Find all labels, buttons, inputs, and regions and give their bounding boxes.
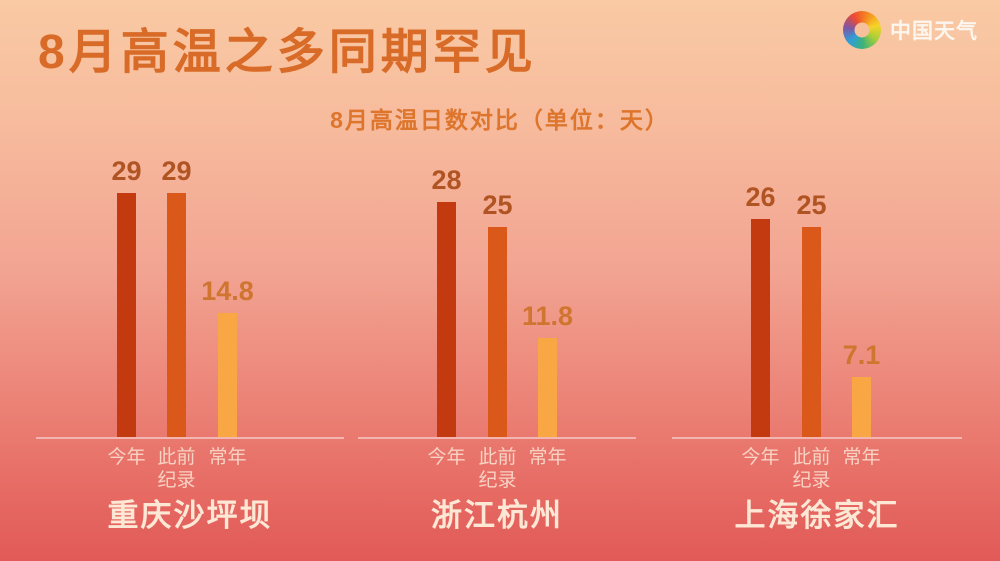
series-label: 常年	[528, 447, 567, 468]
bar	[117, 193, 136, 437]
city-label: 浙江杭州	[431, 498, 563, 533]
bar-value-label: 25	[482, 190, 513, 220]
brand-logo: 中国天气	[843, 11, 978, 49]
chart-subtitle: 8月高温日数对比（单位：天）	[330, 107, 670, 133]
bar-value-label: 25	[796, 190, 827, 220]
bar-group: 28 25 11.8 今年 此前纪录 常年浙江杭州	[358, 160, 636, 560]
page-title: 8月高温之多同期罕见	[38, 26, 537, 79]
bar-group: 26 25 7.1 今年 此前纪录 常年上海徐家汇	[672, 160, 962, 560]
series-label: 今年	[741, 447, 780, 468]
bar-value-label: 28	[431, 165, 462, 195]
brand-name: 中国天气	[890, 20, 978, 43]
bar	[167, 193, 186, 437]
city-label: 重庆沙坪坝	[107, 498, 273, 533]
series-label: 此前纪录	[157, 447, 196, 491]
series-label: 今年	[107, 447, 146, 468]
bar-chart: 29 29 14.8 今年 此前纪录 常年 重庆沙坪坝 28 25 11.8 今年 此前纪录 常年 浙江杭…	[0, 156, 1000, 560]
pinwheel-icon-hole	[854, 22, 870, 38]
bar-value-label: 29	[161, 156, 192, 186]
bar	[437, 202, 456, 437]
plot-area: 28 25 11.8	[358, 160, 636, 439]
city-label: 上海徐家汇	[734, 498, 900, 533]
bar	[538, 338, 557, 437]
bar-value-label: 26	[745, 182, 776, 212]
bar	[751, 219, 770, 437]
series-label: 此前纪录	[478, 447, 517, 491]
bar-value-label: 14.8	[201, 276, 254, 306]
bar	[852, 377, 871, 437]
bar-value-label: 7.1	[842, 340, 881, 370]
series-label: 常年	[842, 447, 881, 468]
bar	[218, 313, 237, 437]
plot-area: 26 25 7.1	[672, 160, 962, 439]
bar	[802, 227, 821, 437]
bar	[488, 227, 507, 437]
plot-area: 29 29 14.8	[36, 156, 344, 439]
bar-value-label: 29	[111, 156, 142, 186]
series-label: 今年	[427, 447, 466, 468]
bar-group: 29 29 14.8 今年 此前纪录 常年重庆沙坪坝	[36, 156, 344, 560]
pinwheel-icon	[843, 11, 881, 49]
bar-value-label: 11.8	[521, 301, 574, 331]
series-label: 常年	[208, 447, 247, 468]
series-label: 此前纪录	[792, 447, 831, 491]
